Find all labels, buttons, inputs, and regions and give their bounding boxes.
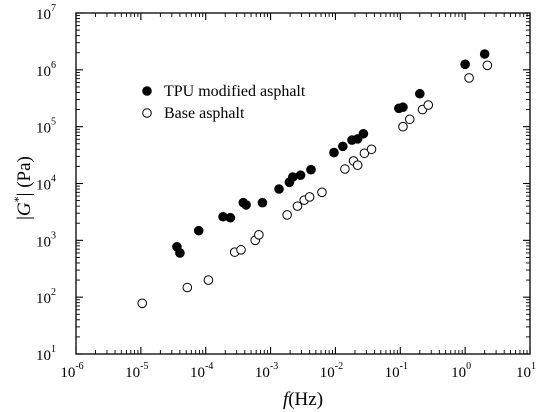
axis-ticks bbox=[75, 12, 531, 355]
data-points bbox=[137, 49, 493, 309]
legend-label: TPU modified asphalt bbox=[164, 83, 306, 100]
x-tick-label: 10-6 bbox=[60, 361, 83, 381]
base-data-point bbox=[464, 73, 474, 83]
base-data-point bbox=[352, 160, 363, 170]
tpu-data-point bbox=[287, 172, 298, 182]
tpu-data-point bbox=[241, 200, 251, 210]
x-tick-labels: 10-6 10-5 10-4 10-3 10-2 10-1 100 101 bbox=[60, 361, 536, 381]
base-data-point bbox=[404, 114, 415, 125]
base-data-point bbox=[398, 121, 408, 132]
tpu-data-point bbox=[175, 248, 185, 258]
base-data-point bbox=[317, 187, 327, 198]
axis-labels: f(Hz) |G*| (Pa) bbox=[11, 156, 323, 410]
base-data-point bbox=[254, 230, 264, 240]
legend: TPU modified asphalt Base asphalt bbox=[142, 83, 306, 122]
y-tick-labels: 101 102 103 104 105 106 107 bbox=[36, 3, 56, 364]
tpu-data-point bbox=[225, 212, 236, 223]
tpu-data-point bbox=[338, 141, 348, 152]
x-tick-label: 10-4 bbox=[190, 361, 213, 381]
base-data-point bbox=[203, 275, 214, 285]
tpu-data-point bbox=[329, 147, 339, 158]
tpu-data-point bbox=[295, 170, 306, 180]
legend-label: Base asphalt bbox=[164, 105, 245, 122]
y-tick-label: 102 bbox=[36, 287, 56, 307]
tpu-data-point bbox=[193, 225, 204, 236]
tpu-data-point bbox=[415, 88, 425, 99]
base-data-point bbox=[366, 144, 377, 155]
y-tick-label: 103 bbox=[36, 230, 56, 250]
y-axis-label: |G*| (Pa) bbox=[11, 156, 35, 220]
base-data-point bbox=[423, 100, 434, 110]
base-data-point bbox=[340, 164, 350, 174]
tpu-data-point bbox=[398, 102, 408, 113]
legend-marker bbox=[142, 108, 152, 118]
base-data-point bbox=[182, 282, 193, 293]
base-data-point bbox=[482, 60, 493, 71]
x-tick-label: 10-5 bbox=[125, 361, 148, 381]
base-data-point bbox=[292, 201, 303, 211]
base-data-point bbox=[137, 298, 148, 309]
x-tick-label: 100 bbox=[451, 361, 471, 381]
base-data-point bbox=[282, 210, 292, 220]
tpu-data-point bbox=[358, 128, 369, 139]
x-tick-label: 10-3 bbox=[255, 361, 278, 381]
base-data-point bbox=[304, 192, 315, 202]
y-tick-label: 101 bbox=[36, 344, 56, 364]
x-tick-label: 10-2 bbox=[320, 361, 343, 381]
x-axis-label: f(Hz) bbox=[283, 389, 323, 410]
base-data-point bbox=[359, 148, 370, 159]
tpu-data-point bbox=[460, 59, 470, 70]
base-data-point bbox=[236, 245, 246, 255]
y-tick-label: 106 bbox=[36, 60, 56, 80]
x-tick-label: 101 bbox=[516, 361, 536, 381]
y-tick-label: 104 bbox=[36, 174, 56, 194]
y-tick-label: 105 bbox=[36, 117, 56, 137]
legend-marker bbox=[142, 86, 152, 96]
x-tick-label: 10-1 bbox=[385, 361, 408, 381]
tpu-data-point bbox=[479, 49, 490, 59]
tpu-data-point bbox=[306, 164, 316, 175]
y-tick-label: 107 bbox=[36, 3, 56, 23]
tpu-data-point bbox=[274, 184, 284, 194]
tpu-data-point bbox=[257, 197, 268, 208]
